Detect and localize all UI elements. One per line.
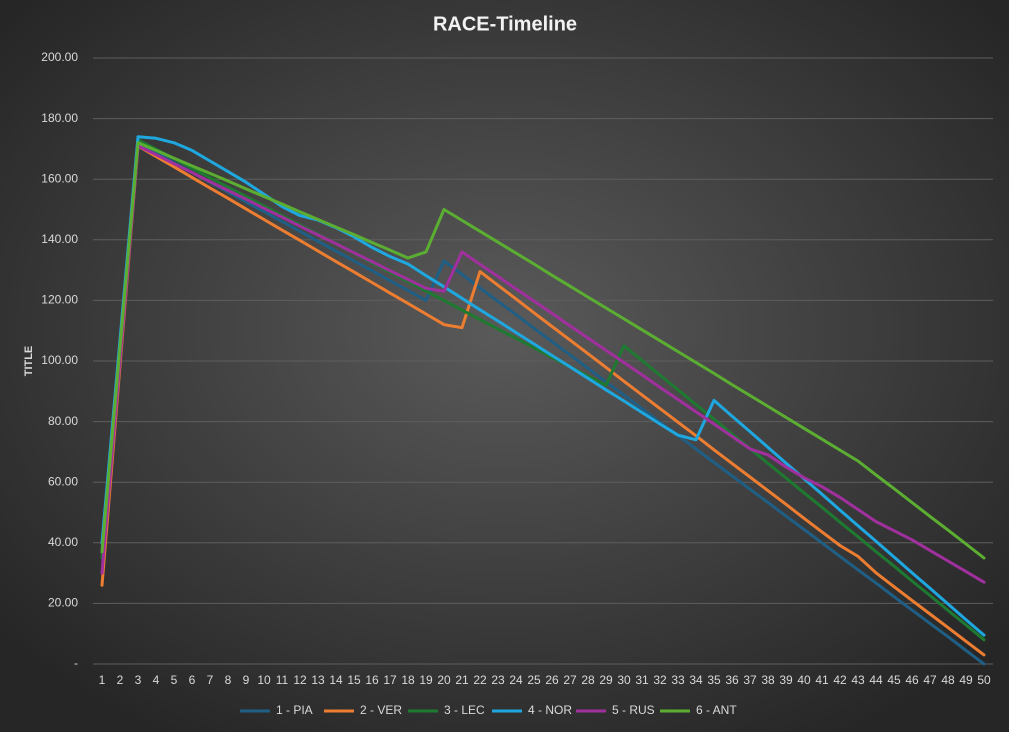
x-tick-label: 22 — [473, 673, 487, 687]
x-tick-label: 25 — [527, 673, 541, 687]
series-line — [100, 144, 986, 657]
y-tick-label: 40.00 — [48, 535, 78, 549]
x-tick-label: 36 — [725, 673, 739, 687]
y-tick-label: 180.00 — [41, 111, 78, 125]
legend-label: 5 - RUS — [612, 703, 655, 717]
legend-label: 4 - NOR — [528, 703, 572, 717]
x-tick-label: 19 — [419, 673, 433, 687]
x-tick-label: 30 — [617, 673, 631, 687]
y-tick-label: 20.00 — [48, 596, 78, 610]
x-tick-label: 3 — [135, 673, 142, 687]
x-tick-label: 32 — [653, 673, 667, 687]
x-tick-label: 26 — [545, 673, 559, 687]
x-tick-label: 1 — [99, 673, 106, 687]
x-tick-label: 39 — [779, 673, 793, 687]
x-tick-label: 41 — [815, 673, 829, 687]
x-tick-label: 7 — [207, 673, 214, 687]
x-tick-label: 2 — [117, 673, 124, 687]
x-tick-label: 48 — [941, 673, 955, 687]
y-tick-label: 200.00 — [41, 50, 78, 64]
x-tick-label: 24 — [509, 673, 523, 687]
x-tick-label: 28 — [581, 673, 595, 687]
x-tick-label: 47 — [923, 673, 937, 687]
legend-label: 2 - VER — [360, 703, 402, 717]
x-tick-label: 10 — [257, 673, 271, 687]
x-tick-label: 17 — [383, 673, 397, 687]
y-tick-label: 80.00 — [48, 414, 78, 428]
x-tick-label: 38 — [761, 673, 775, 687]
x-tick-label: 5 — [171, 673, 178, 687]
x-tick-label: 6 — [189, 673, 196, 687]
x-tick-label: 42 — [833, 673, 847, 687]
x-tick-label: 27 — [563, 673, 577, 687]
series-line — [100, 141, 986, 666]
y-tick-label: 160.00 — [41, 171, 78, 185]
x-tick-label: 45 — [887, 673, 901, 687]
x-tick-label: 50 — [977, 673, 991, 687]
x-tick-label: 49 — [959, 673, 973, 687]
x-tick-label: 15 — [347, 673, 361, 687]
x-tick-label: 13 — [311, 673, 325, 687]
x-tick-label: 34 — [689, 673, 703, 687]
x-tick-label: 23 — [491, 673, 505, 687]
x-tick-label: 31 — [635, 673, 649, 687]
x-tick-label: 33 — [671, 673, 685, 687]
x-tick-label: 44 — [869, 673, 883, 687]
series-line — [100, 138, 986, 642]
x-tick-label: 35 — [707, 673, 721, 687]
y-tick-label: 60.00 — [48, 474, 78, 488]
y-tick-label: - — [74, 656, 78, 670]
series-line — [100, 141, 986, 560]
x-tick-label: 16 — [365, 673, 379, 687]
legend-label: 1 - PIA — [276, 703, 313, 717]
y-tick-label: 100.00 — [41, 353, 78, 367]
series-line — [100, 135, 986, 637]
series-line — [100, 144, 986, 584]
x-tick-label: 46 — [905, 673, 919, 687]
x-tick-label: 9 — [243, 673, 250, 687]
y-tick-label: 120.00 — [41, 293, 78, 307]
x-tick-label: 37 — [743, 673, 757, 687]
x-tick-label: 20 — [437, 673, 451, 687]
y-tick-label: 140.00 — [41, 232, 78, 246]
chart-title: RACE-Timeline — [433, 13, 577, 35]
x-tick-label: 40 — [797, 673, 811, 687]
legend-label: 3 - LEC — [444, 703, 485, 717]
x-tick-label: 43 — [851, 673, 865, 687]
x-tick-label: 11 — [276, 673, 289, 687]
x-tick-label: 4 — [153, 673, 160, 687]
x-tick-label: 18 — [401, 673, 415, 687]
x-tick-label: 29 — [599, 673, 613, 687]
legend-label: 6 - ANT — [696, 703, 737, 717]
x-tick-label: 8 — [225, 673, 232, 687]
y-axis-title: TITLE — [23, 346, 35, 377]
x-tick-label: 21 — [455, 673, 469, 687]
x-tick-label: 14 — [329, 673, 343, 687]
x-tick-label: 12 — [293, 673, 307, 687]
